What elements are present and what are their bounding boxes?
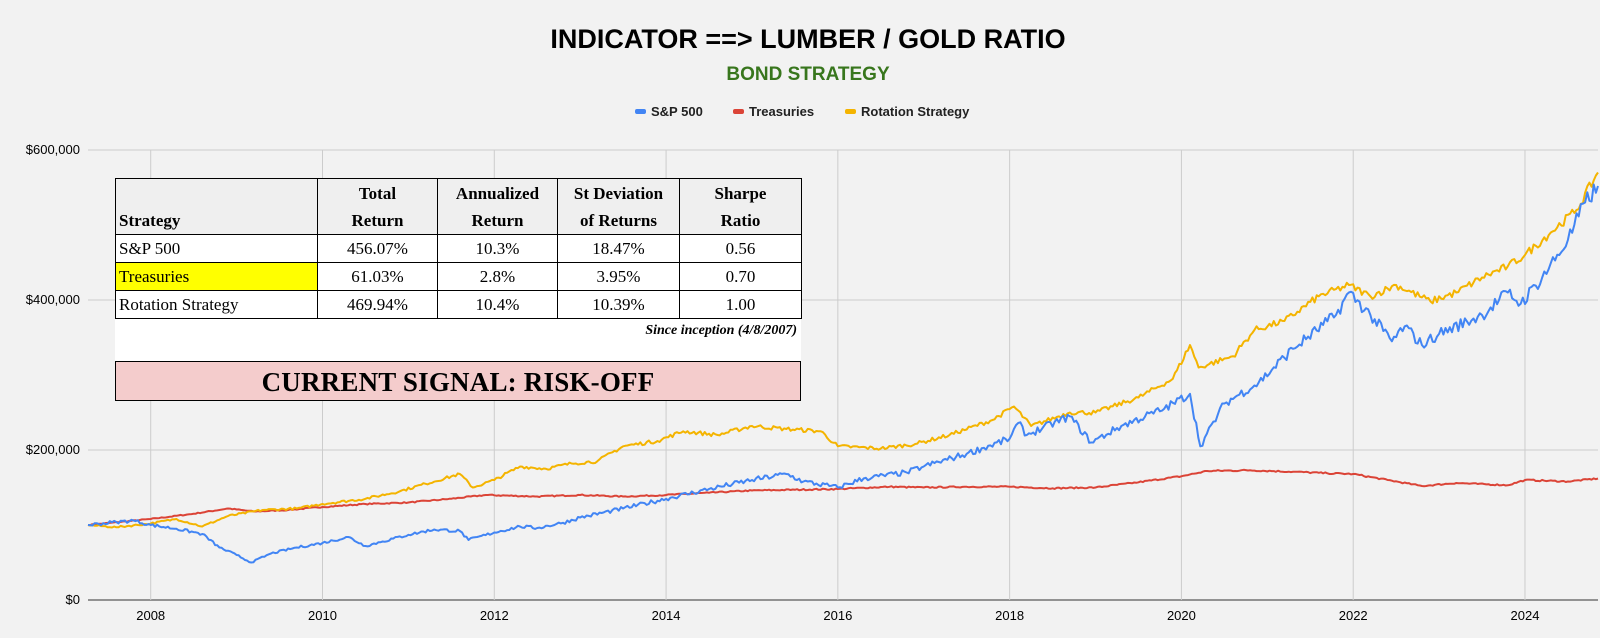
stats-panel: Strategy Total Return Annualized Return St…: [115, 178, 802, 401]
since-inception-note: Since inception (4/8/2007): [645, 323, 797, 338]
header-std-dev: St Deviation of Returns: [557, 178, 680, 235]
header-total-return: Total Return: [317, 178, 438, 235]
series-line-s-p-500: [87, 183, 1599, 564]
header-annualized-return: Annualized Return: [437, 178, 558, 235]
y-axis: $0 $200,000 $400,000 $600,000: [26, 142, 80, 607]
x-tick-label: 2010: [308, 608, 337, 623]
x-axis: 2008 2010 2012 2014 2016 2018 2020 2022 2024: [136, 608, 1539, 623]
cell-strategy: Rotation Strategy: [115, 290, 318, 319]
x-tick-label: 2018: [995, 608, 1024, 623]
chart-subtitle: BOND STRATEGY: [726, 64, 890, 85]
x-tick-label: 2022: [1339, 608, 1368, 623]
x-tick-label: 2008: [136, 608, 165, 623]
cell-strategy-highlighted: Treasuries: [115, 262, 318, 291]
legend-swatch: [845, 109, 856, 114]
cell-total-return: 469.94%: [317, 290, 438, 319]
y-tick-label: $200,000: [26, 442, 80, 457]
current-signal-banner: CURRENT SIGNAL: RISK-OFF: [115, 361, 801, 401]
y-tick-label: $600,000: [26, 142, 80, 157]
x-tick-label: 2014: [652, 608, 681, 623]
chart-title: INDICATOR ==> LUMBER / GOLD RATIO: [550, 24, 1065, 54]
x-tick-label: 2020: [1167, 608, 1196, 623]
x-tick-label: 2016: [823, 608, 852, 623]
cell-annualized-return: 2.8%: [437, 262, 558, 291]
x-tick-label: 2024: [1511, 608, 1540, 623]
cell-total-return: 61.03%: [317, 262, 438, 291]
legend-label: Rotation Strategy: [861, 104, 970, 119]
series-line-rotation-strategy: [87, 171, 1599, 529]
header-strategy: Strategy: [115, 178, 318, 235]
cell-total-return: 456.07%: [317, 234, 438, 263]
legend-swatch: [635, 109, 646, 114]
cell-sharpe: 1.00: [679, 290, 802, 319]
legend-label: Treasuries: [749, 104, 814, 119]
cell-sharpe: 0.56: [679, 234, 802, 263]
table-header-row: Strategy Total Return Annualized Return St…: [115, 178, 802, 235]
table-row: Rotation Strategy 469.94% 10.4% 10.39% 1…: [115, 290, 802, 319]
cell-std-dev: 3.95%: [557, 262, 680, 291]
y-tick-label: $400,000: [26, 292, 80, 307]
header-sharpe: Sharpe Ratio: [679, 178, 802, 235]
stats-table: Strategy Total Return Annualized Return St…: [115, 178, 802, 319]
cell-annualized-return: 10.4%: [437, 290, 558, 319]
x-tick-label: 2012: [480, 608, 509, 623]
cell-std-dev: 10.39%: [557, 290, 680, 319]
y-tick-label: $0: [66, 592, 80, 607]
table-row: S&P 500 456.07% 10.3% 18.47% 0.56: [115, 234, 802, 263]
cell-sharpe: 0.70: [679, 262, 802, 291]
cell-std-dev: 18.47%: [557, 234, 680, 263]
series-line-treasuries: [87, 468, 1599, 527]
legend-swatch: [733, 109, 744, 114]
legend-label: S&P 500: [651, 104, 703, 119]
cell-strategy: S&P 500: [115, 234, 318, 263]
cell-annualized-return: 10.3%: [437, 234, 558, 263]
plot-area: [87, 171, 1599, 564]
chart-legend: S&P 500 Treasuries Rotation Strategy: [635, 104, 970, 119]
table-row: Treasuries 61.03% 2.8% 3.95% 0.70: [115, 262, 802, 291]
